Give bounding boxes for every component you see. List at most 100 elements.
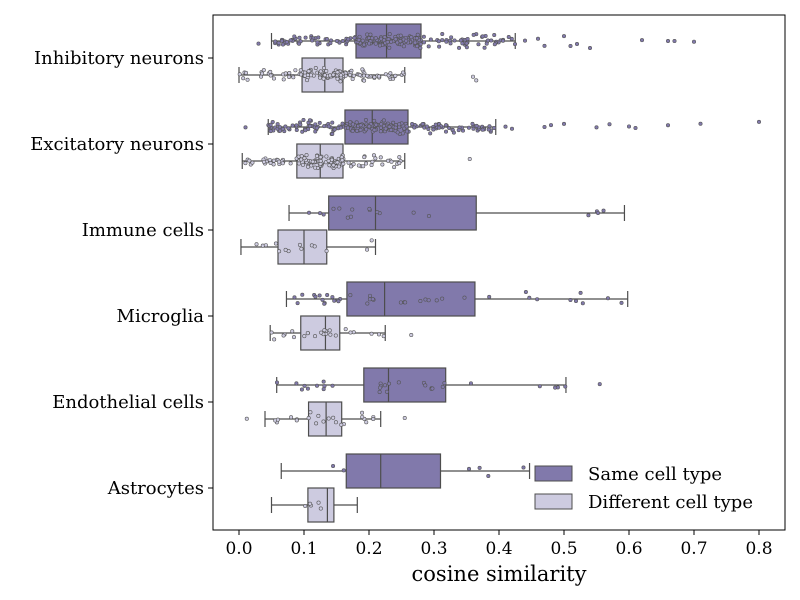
strip-point-excitatory-neurons-same — [358, 127, 363, 132]
strip-point-microglia-same — [403, 300, 408, 305]
strip-point-excitatory-neurons-different — [271, 158, 276, 163]
strip-point-excitatory-neurons-different — [280, 161, 285, 166]
strip-point-inhibitory-neurons-different — [321, 66, 326, 71]
strip-point-excitatory-neurons-different — [299, 154, 304, 159]
strip-point-inhibitory-neurons-different — [360, 67, 365, 72]
strip-point-endothelial-cells-same — [386, 381, 391, 386]
strip-point-inhibitory-neurons-different — [298, 68, 303, 73]
strip-point-excitatory-neurons-same — [283, 124, 288, 129]
strip-point-inhibitory-neurons-same — [587, 45, 592, 50]
strip-point-microglia-different — [381, 334, 386, 339]
strip-point-inhibitory-neurons-same — [691, 39, 696, 44]
strip-point-excitatory-neurons-different — [389, 159, 394, 164]
strip-point-endothelial-cells-same — [563, 384, 568, 389]
strip-point-immune-cells-different — [277, 249, 282, 254]
strip-point-excitatory-neurons-different — [380, 162, 385, 167]
strip-point-excitatory-neurons-different — [373, 156, 378, 161]
strip-point-excitatory-neurons-same — [345, 125, 350, 130]
strip-point-inhibitory-neurons-same — [360, 38, 365, 43]
strip-point-endothelial-cells-same — [383, 383, 388, 388]
strip-point-endothelial-cells-different — [308, 410, 313, 415]
strip-point-excitatory-neurons-same — [322, 124, 327, 129]
strip-point-inhibitory-neurons-different — [388, 71, 393, 76]
strip-point-inhibitory-neurons-same — [367, 41, 372, 46]
strip-point-immune-cells-same — [426, 213, 431, 218]
strip-point-inhibitory-neurons-same — [414, 36, 419, 41]
strip-point-endothelial-cells-different — [360, 414, 365, 419]
x-tick-label: 0.6 — [615, 539, 642, 559]
strip-point-endothelial-cells-same — [537, 384, 542, 389]
strip-point-endothelial-cells-different — [326, 416, 331, 421]
strip-point-excitatory-neurons-same — [350, 128, 355, 133]
strip-point-excitatory-neurons-different — [397, 161, 402, 166]
strip-point-inhibitory-neurons-same — [379, 36, 384, 41]
strip-point-microglia-same — [573, 299, 578, 304]
strip-point-excitatory-neurons-different — [467, 156, 472, 161]
strip-point-endothelial-cells-different — [316, 413, 321, 418]
strip-point-endothelial-cells-different — [331, 415, 336, 420]
strip-point-excitatory-neurons-same — [358, 123, 363, 128]
strip-point-endothelial-cells-different — [321, 419, 326, 424]
strip-point-excitatory-neurons-same — [301, 118, 306, 123]
strip-point-immune-cells-different — [297, 242, 302, 247]
strip-point-excitatory-neurons-same — [486, 127, 491, 132]
strip-point-inhibitory-neurons-same — [672, 39, 677, 44]
strip-point-immune-cells-same — [350, 207, 355, 212]
strip-point-microglia-different — [376, 332, 381, 337]
strip-point-immune-cells-same — [601, 208, 606, 213]
strip-point-excitatory-neurons-different — [351, 162, 356, 167]
strip-point-excitatory-neurons-same — [332, 127, 337, 132]
strip-point-inhibitory-neurons-same — [568, 43, 573, 48]
strip-point-immune-cells-different — [263, 243, 268, 248]
strip-point-immune-cells-same — [306, 210, 311, 215]
strip-point-excitatory-neurons-different — [386, 158, 391, 163]
strip-point-excitatory-neurons-same — [400, 131, 405, 136]
x-tick-label: 0.3 — [420, 539, 447, 559]
strip-point-endothelial-cells-different — [306, 415, 311, 420]
strip-point-immune-cells-same — [367, 206, 372, 211]
strip-point-inhibitory-neurons-same — [492, 33, 497, 38]
strip-point-immune-cells-same — [375, 210, 380, 215]
strip-point-excitatory-neurons-same — [395, 130, 400, 135]
strip-point-excitatory-neurons-same — [561, 121, 566, 126]
strip-point-excitatory-neurons-different — [306, 164, 311, 169]
strip-point-endothelial-cells-same — [321, 387, 326, 392]
strip-point-excitatory-neurons-different — [302, 156, 307, 161]
strip-point-inhibitory-neurons-same — [437, 44, 442, 49]
strip-point-microglia-same — [322, 301, 327, 306]
strip-point-inhibitory-neurons-same — [409, 35, 414, 40]
category-label: Immune cells — [82, 220, 204, 241]
strip-point-microglia-same — [418, 299, 423, 304]
strip-point-excitatory-neurons-same — [348, 120, 353, 125]
strip-point-endothelial-cells-different — [371, 417, 376, 422]
strip-point-excitatory-neurons-same — [354, 128, 359, 133]
strip-point-microglia-same — [440, 296, 445, 301]
strip-point-immune-cells-same — [586, 213, 591, 218]
strip-point-astrocytes-different — [307, 501, 312, 506]
strip-point-excitatory-neurons-different — [346, 160, 351, 165]
strip-point-inhibitory-neurons-same — [465, 36, 470, 41]
strip-point-excitatory-neurons-same — [326, 124, 331, 129]
strip-point-inhibitory-neurons-same — [476, 42, 481, 47]
strip-point-excitatory-neurons-same — [431, 127, 436, 132]
strip-point-excitatory-neurons-same — [424, 124, 429, 129]
strip-point-inhibitory-neurons-same — [460, 41, 465, 46]
strip-point-excitatory-neurons-same — [303, 128, 308, 133]
strip-point-excitatory-neurons-different — [370, 159, 375, 164]
strip-point-inhibitory-neurons-same — [535, 36, 540, 41]
strip-point-inhibitory-neurons-different — [244, 70, 249, 75]
strip-point-inhibitory-neurons-same — [284, 40, 289, 45]
strip-point-immune-cells-same — [337, 206, 342, 211]
strip-point-endothelial-cells-same — [299, 387, 304, 392]
strip-point-excitatory-neurons-same — [383, 126, 388, 131]
strip-point-excitatory-neurons-different — [300, 162, 305, 167]
strip-point-inhibitory-neurons-same — [501, 38, 506, 43]
strip-point-excitatory-neurons-same — [548, 123, 553, 128]
strip-point-microglia-same — [523, 289, 528, 294]
strip-point-endothelial-cells-same — [305, 386, 310, 391]
strip-point-inhibitory-neurons-different — [303, 73, 308, 78]
strip-point-microglia-different — [348, 330, 353, 335]
strip-point-inhibitory-neurons-same — [448, 41, 453, 46]
strip-point-excitatory-neurons-different — [247, 158, 252, 163]
strip-point-excitatory-neurons-different — [326, 158, 331, 163]
